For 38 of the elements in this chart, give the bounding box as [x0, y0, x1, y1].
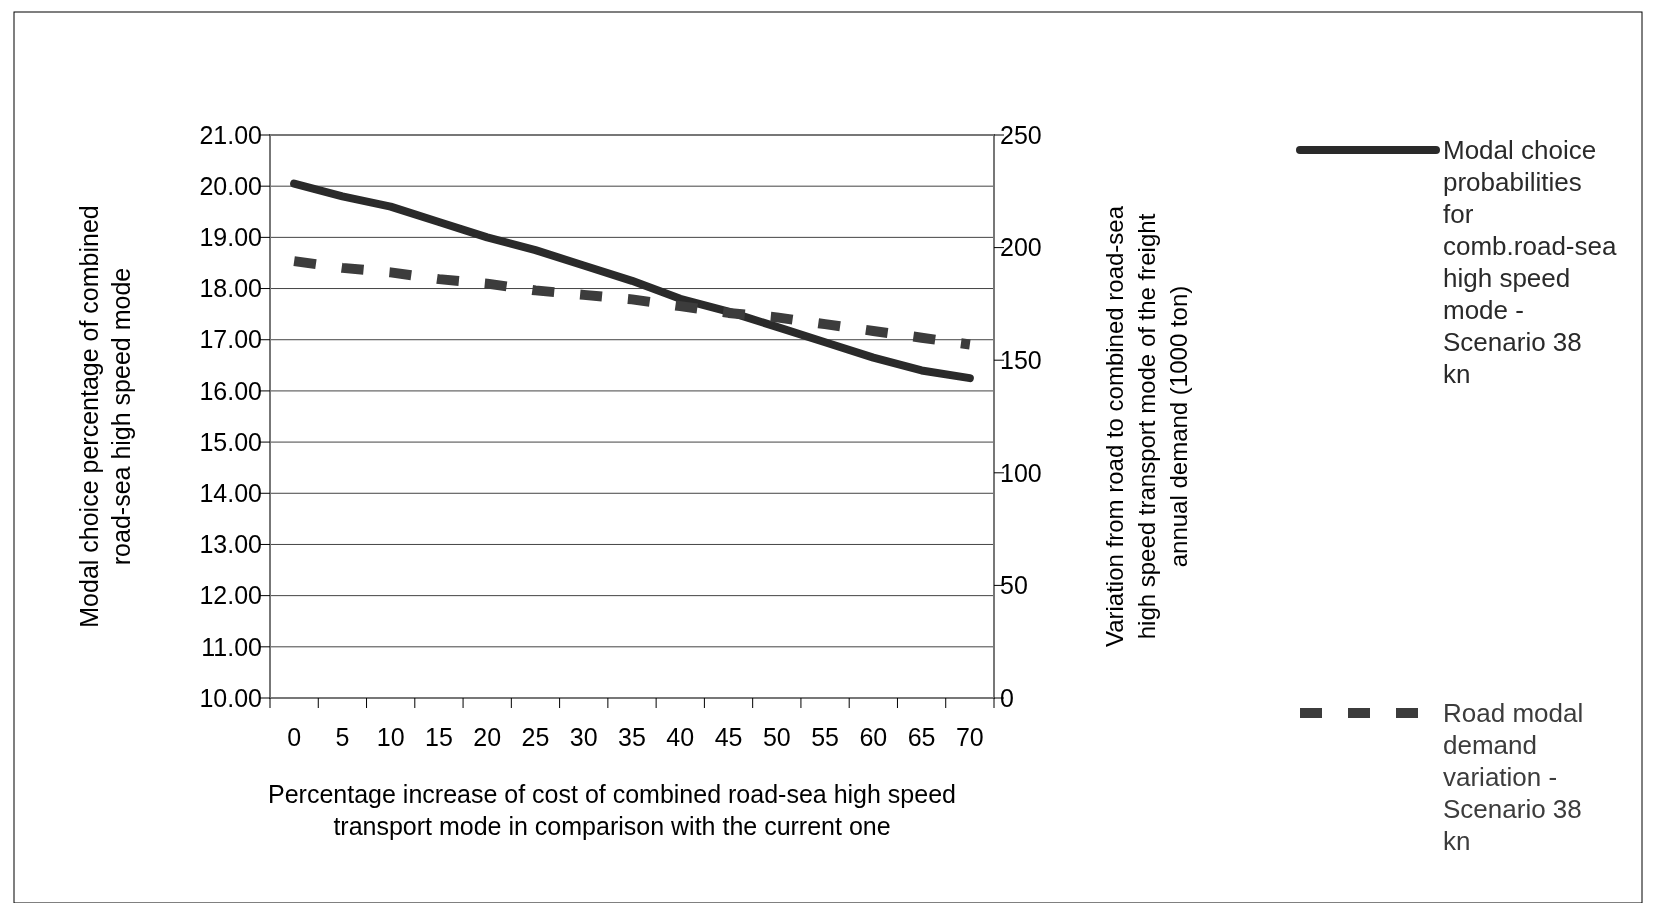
x-tick-label: 20 — [473, 723, 502, 751]
x-tick-label: 30 — [569, 723, 598, 751]
y-tick-label: 16.00 — [199, 376, 262, 405]
x-tick-label: 25 — [521, 723, 550, 751]
x-tick-label: 70 — [955, 723, 984, 751]
y-tick-label: 10.00 — [199, 683, 262, 712]
x-tick-label: 60 — [859, 723, 888, 751]
x-tick-label: 5 — [335, 723, 350, 751]
x-tick-label: 50 — [762, 723, 791, 751]
y-tick-label: 19.00 — [199, 223, 262, 252]
x-tick-label: 10 — [376, 723, 405, 751]
y2-tick-label: 150 — [1000, 345, 1042, 374]
y-axis-title: Modal choice percentage of combined road-sea high speed mode — [75, 205, 135, 628]
x-tick-label: 0 — [287, 723, 302, 751]
y-tick-label: 20.00 — [199, 171, 262, 200]
y2-tick-label: 100 — [1000, 458, 1042, 487]
y-tick-label: 13.00 — [199, 530, 262, 559]
text: Modal choice probabilities for comb.road-sea high speed mode - Scenario 38 kn — [1443, 135, 1617, 389]
x-tick-label: 15 — [425, 723, 453, 751]
y2-tick-label: 50 — [1000, 571, 1028, 600]
x-tick-label: 45 — [714, 723, 743, 751]
y-tick-label: 15.00 — [199, 427, 262, 456]
x-tick-label: 55 — [811, 723, 839, 751]
y-tick-label: 18.00 — [199, 274, 262, 303]
x-tick-label: 40 — [666, 723, 695, 751]
y-tick-label: 17.00 — [199, 325, 262, 354]
y2-tick-label: 200 — [1000, 233, 1042, 262]
y-tick-label: 21.00 — [199, 120, 262, 149]
x-tick-label: 65 — [907, 723, 936, 751]
y2-tick-label: 250 — [1000, 120, 1042, 149]
y2-axis-title: Variation from road to combined road-sea high speed transport mode of the freight annual demand (1000 ton) — [1101, 205, 1192, 648]
y-tick-label: 11.00 — [201, 632, 262, 661]
y-tick-label: 14.00 — [199, 479, 262, 508]
x-tick-label: 35 — [618, 723, 646, 751]
y-tick-label: 12.00 — [199, 581, 262, 610]
y2-tick-label: 0 — [1000, 683, 1014, 712]
x-axis-title: Percentage increase of cost of combined road-sea high speed transport mode in comparison with the current one — [268, 780, 956, 840]
text: Road modal demand variation - Scenario 38 kn — [1443, 698, 1584, 856]
